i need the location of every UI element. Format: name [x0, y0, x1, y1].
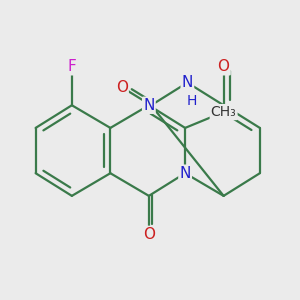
- Text: N: N: [179, 166, 191, 181]
- Text: O: O: [218, 59, 230, 74]
- Text: O: O: [143, 227, 155, 242]
- Text: O: O: [116, 80, 128, 94]
- Text: H: H: [187, 94, 197, 108]
- Text: N: N: [182, 75, 193, 90]
- Text: N: N: [143, 98, 154, 113]
- Text: F: F: [68, 59, 76, 74]
- Text: CH₃: CH₃: [211, 105, 236, 119]
